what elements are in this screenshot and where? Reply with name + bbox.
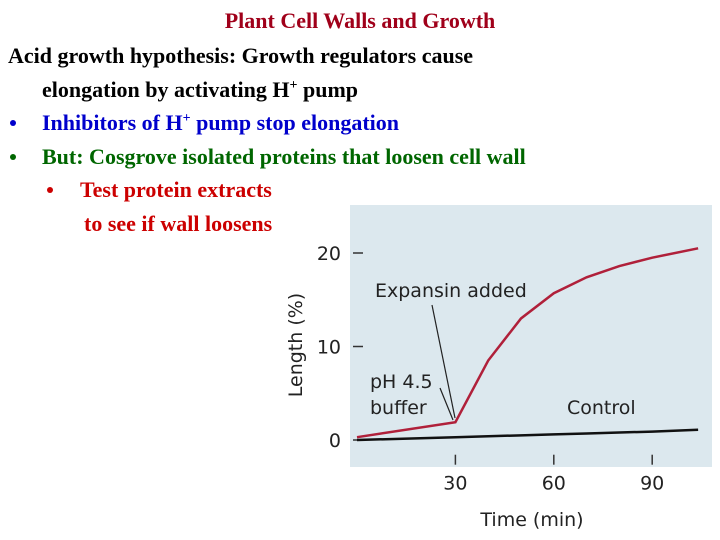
- text: elongation by activating H: [42, 77, 290, 102]
- x-axis-label: Time (min): [479, 509, 583, 531]
- annotation: buffer: [370, 397, 427, 419]
- leader-line: [439, 387, 454, 421]
- bullet: [47, 187, 53, 193]
- y-tick-label: 20: [317, 243, 341, 265]
- text: Inhibitors of H: [42, 110, 183, 135]
- superscript: +: [290, 78, 298, 93]
- x-tick-label: 90: [640, 473, 664, 495]
- text-line: elongation by activating H+ pump: [42, 77, 358, 102]
- slide-title: Plant Cell Walls and Growth: [225, 8, 496, 33]
- text-line: Acid growth hypothesis: Growth regulator…: [8, 43, 473, 68]
- bullet-text: But: Cosgrove isolated proteins that loo…: [42, 144, 526, 169]
- series-label: Control: [567, 397, 636, 419]
- series-label: Expansin added: [375, 280, 527, 302]
- y-axis-label: Length (%): [285, 293, 307, 397]
- bullet-text: to see if wall loosens: [84, 211, 273, 236]
- figure: 0 10 20 30 60 90 Time (min) Length (%) Expansin …: [285, 243, 699, 531]
- bullet: [10, 120, 16, 126]
- annotation: pH 4.5: [370, 371, 433, 393]
- series-line: [356, 247, 699, 439]
- superscript: +: [183, 111, 191, 126]
- y-tick-label: 0: [329, 430, 341, 452]
- x-tick-label: 60: [542, 473, 566, 495]
- x-tick-label: 30: [443, 473, 467, 495]
- text: Acid growth hypothesis: Growth regulator…: [8, 43, 473, 68]
- text: pump stop elongation: [191, 110, 399, 135]
- bullet: [10, 154, 16, 160]
- bullet-text: Inhibitors of H+ pump stop elongation: [42, 110, 399, 135]
- series-line: [356, 428, 699, 442]
- figure-background: [350, 205, 712, 467]
- text: pump: [298, 77, 359, 102]
- leader-line: [431, 304, 456, 419]
- bullet-text: Test protein extracts: [80, 177, 272, 202]
- y-tick-label: 10: [317, 337, 341, 359]
